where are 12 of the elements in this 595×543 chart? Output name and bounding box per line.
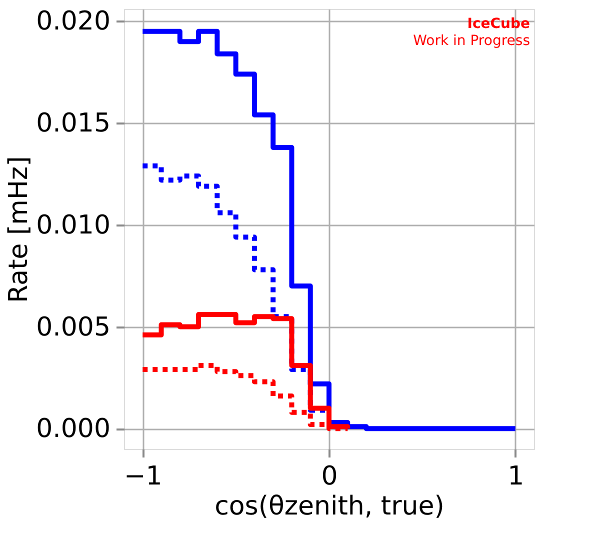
- y-tick-label: 0.015: [36, 108, 110, 139]
- y-axis-title: Rate [mHz]: [4, 156, 34, 303]
- x-tick-label: 0: [321, 462, 338, 492]
- y-tick-label: 0.010: [36, 210, 110, 240]
- y-tick-label: 0.000: [36, 414, 110, 444]
- annotation: IceCube: [467, 16, 530, 32]
- annotation: Work in Progress: [413, 33, 530, 49]
- y-tick-label: 0.005: [36, 312, 110, 342]
- y-tick-label: 0.020: [36, 6, 110, 37]
- x-tick-label: −1: [124, 462, 162, 492]
- x-axis-title: cos(θzenith, true): [214, 492, 444, 522]
- x-tick-label: 1: [508, 462, 524, 492]
